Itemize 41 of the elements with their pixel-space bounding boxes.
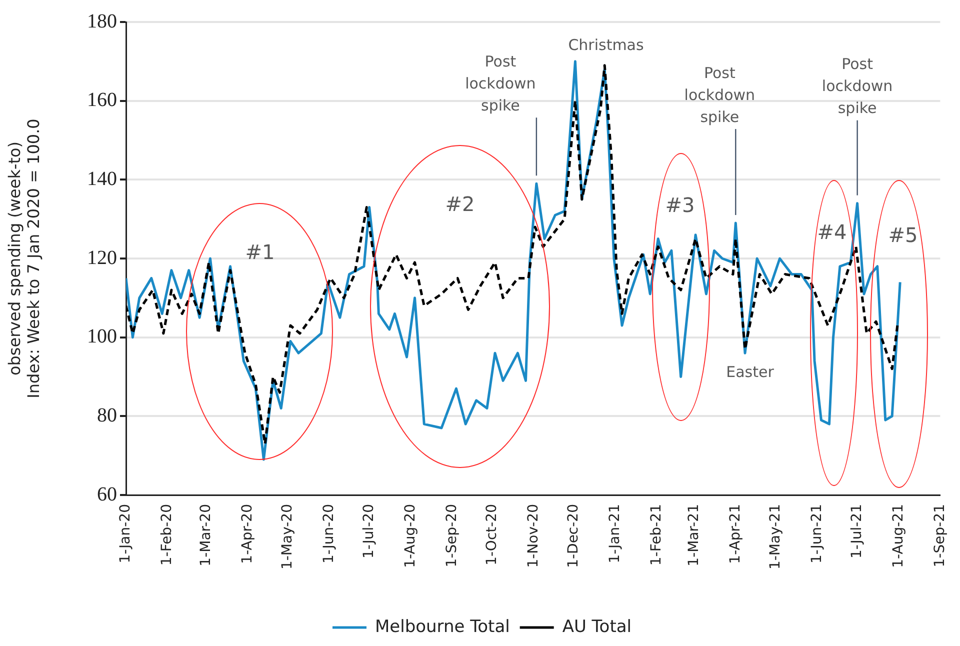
y-tick-label: 140 — [87, 168, 117, 190]
annotation: Post lockdown spike — [822, 55, 893, 118]
x-tick-label: 1-Aug-21 — [890, 504, 906, 568]
x-tick-label: 1-Jun-21 — [808, 504, 825, 564]
x-tick-label: 1-Mar-20 — [198, 504, 214, 566]
x-tick-label: 1-Oct-20 — [484, 504, 500, 566]
annotation: #1 — [245, 240, 275, 264]
x-tick-label: 1-Apr-20 — [239, 504, 256, 564]
x-tick-label: 1-Jun-20 — [320, 504, 337, 564]
y-tick-label: 100 — [87, 326, 117, 348]
y-axis-title: observed spending (week-to) Index: Week to 7 Jan 2020 = 100.0 — [4, 118, 43, 398]
x-tick-label: 1-Jan-21 — [606, 504, 623, 564]
legend-label: AU Total — [562, 616, 632, 637]
annotation: #2 — [445, 192, 475, 216]
x-tick-label: 1-Sep-21 — [932, 504, 948, 568]
y-tick-label: 120 — [87, 246, 117, 269]
y-tick-label: 180 — [87, 10, 117, 32]
x-tick-label: 1-Feb-20 — [159, 504, 176, 566]
x-tick-label: 1-May-21 — [767, 504, 784, 570]
annotation: Christmas — [568, 36, 644, 54]
y-tick-label: 160 — [87, 89, 117, 112]
x-tick-label: 1-Dec-20 — [566, 504, 582, 568]
annotation: Post lockdown spike — [465, 52, 536, 114]
x-tick-label: 1-Apr-21 — [727, 504, 744, 564]
x-tick-label: 1-Feb-21 — [648, 504, 664, 566]
annotation: #5 — [888, 223, 918, 248]
annotation: #4 — [817, 220, 847, 244]
legend-label: Melbourne Total — [374, 616, 510, 637]
annotation: #3 — [665, 193, 695, 218]
y-tick-label: 80 — [97, 404, 117, 426]
x-tick-label: 1-Aug-20 — [402, 504, 418, 568]
x-tick-label: 1-Jul-20 — [360, 504, 377, 558]
x-tick-label: 1-May-20 — [279, 504, 296, 570]
x-tick-label: 1-Mar-21 — [686, 504, 702, 566]
annotation: Post lockdown spike — [684, 64, 756, 126]
x-tick-label: 1-Jul-21 — [848, 504, 865, 558]
x-tick-label: 1-Nov-20 — [525, 504, 542, 568]
x-tick-label: 1-Jan-20 — [118, 504, 134, 564]
x-tick-label: 1-Sep-20 — [444, 504, 460, 568]
annotation: Easter — [726, 362, 775, 381]
y-tick-label: 60 — [97, 483, 117, 506]
